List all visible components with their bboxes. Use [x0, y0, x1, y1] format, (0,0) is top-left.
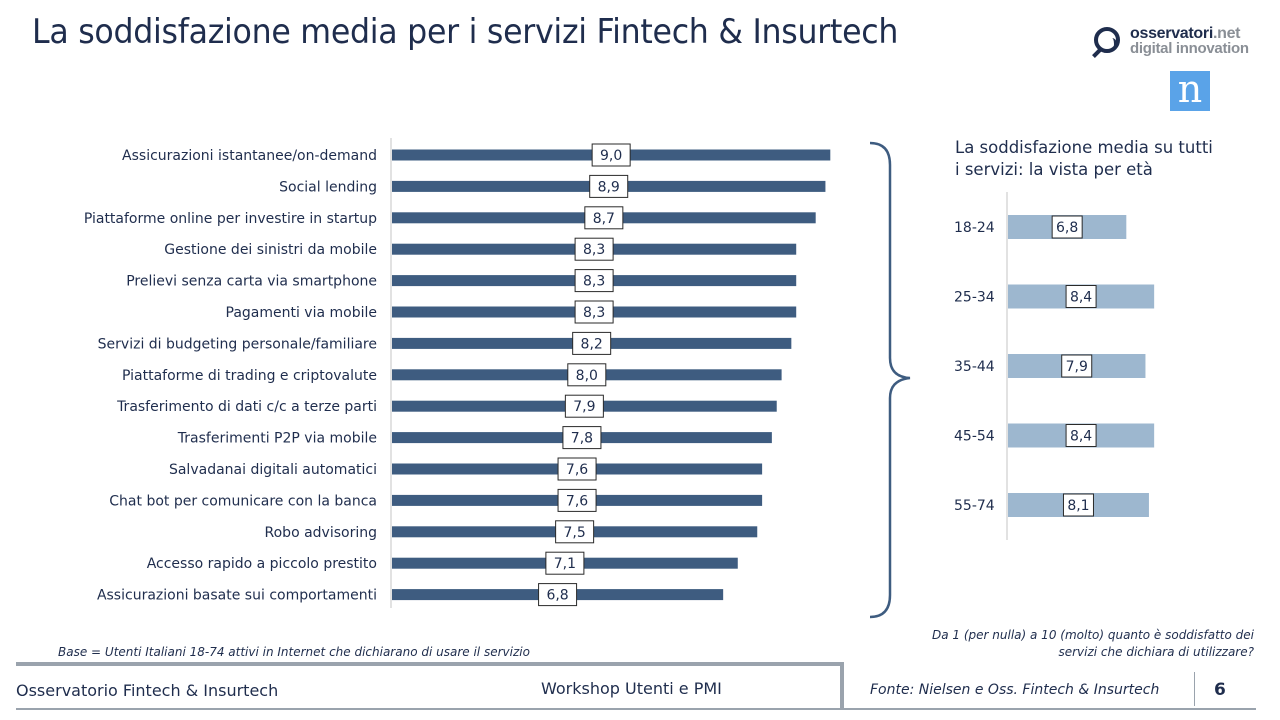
data-label: 8,3: [583, 274, 605, 290]
services-satisfaction-chart: Assicurazioni istantanee/on-demand 9,0 Soc…: [84, 138, 831, 608]
logo-text-main: osservatori: [1130, 25, 1213, 42]
data-label-box: [1065, 424, 1097, 447]
data-label-box: [567, 363, 607, 387]
data-label: 8,4: [1070, 290, 1092, 306]
base-note: Base = Utenti Italiani 18-74 attivi in I…: [58, 645, 530, 659]
data-label: 8,9: [598, 179, 620, 195]
data-label: 8,7: [593, 211, 615, 227]
data-label-box: [562, 426, 602, 450]
data-label-box: [584, 206, 624, 230]
data-label: 8,0: [576, 368, 598, 384]
data-label: 7,5: [563, 525, 585, 541]
footer-divider: [840, 662, 844, 710]
category-label: Chat bot per comunicare con la banca: [109, 493, 377, 509]
data-label-box: [555, 520, 595, 544]
logo-text-suffix: .net: [1212, 25, 1241, 42]
category-label: Trasferimenti P2P via mobile: [177, 431, 377, 447]
category-label: Servizi di budgeting personale/familiare: [98, 336, 377, 352]
data-label: 7,9: [573, 399, 595, 415]
data-label-box: [574, 269, 614, 293]
age-chart-title: La soddisfazione media su tutti i serviz…: [955, 138, 1213, 179]
page-title: La soddisfazione media per i servizi Fin…: [32, 12, 899, 52]
data-label-box: [1062, 493, 1094, 517]
category-label: Accesso rapido a piccolo prestito: [147, 556, 377, 572]
data-label-box: [572, 331, 612, 355]
footer-source: Fonte: Nielsen e Oss. Fintech & Insurtec…: [870, 682, 1160, 698]
age-group-label: 18-24: [954, 220, 995, 236]
data-label: 8,3: [583, 305, 605, 321]
data-label-box: [1065, 285, 1097, 308]
osservatori-logo: osservatori.net digital innovation: [1092, 24, 1262, 64]
data-label: 8,1: [1067, 498, 1089, 514]
category-label: Robo advisoring: [265, 525, 377, 541]
data-label: 9,0: [600, 148, 622, 164]
data-label: 7,9: [1066, 359, 1088, 375]
logo-tagline: digital innovation: [1130, 40, 1249, 57]
age-group-label: 35-44: [954, 359, 995, 375]
category-label: Prelievi senza carta via smartphone: [126, 274, 377, 290]
data-label: 6,8: [1056, 220, 1078, 236]
age-group-label: 55-74: [954, 498, 995, 514]
data-label: 8,4: [1070, 429, 1092, 445]
footer-divider: [16, 708, 1256, 710]
category-label: Pagamenti via mobile: [226, 305, 378, 321]
page-number: 6: [1214, 680, 1226, 700]
magnifier-icon: [1094, 27, 1120, 53]
data-label-box: [538, 583, 578, 607]
nielsen-logo: n: [1170, 70, 1210, 111]
data-label: 7,8: [571, 431, 593, 447]
data-label-box: [1061, 354, 1093, 378]
category-label: Salvadanai digitali automatici: [169, 462, 377, 478]
footer-event: Workshop Utenti e PMI: [541, 679, 722, 698]
data-label-box: [589, 174, 629, 198]
data-label: 8,3: [583, 242, 605, 258]
data-label: 7,6: [566, 462, 588, 478]
age-group-label: 45-54: [954, 429, 995, 445]
category-label: Piattaforme di trading e criptovalute: [122, 368, 377, 384]
category-label: Assicurazioni istantanee/on-demand: [122, 148, 377, 164]
data-label-box: [557, 457, 597, 481]
data-label-box: [591, 143, 631, 167]
data-label-box: [557, 488, 597, 512]
data-label-box: [545, 551, 585, 575]
age-satisfaction-chart: 18-24 6,8 25-34 8,4 35-44 7,9 45-54 8,4 55-74 8,1: [954, 192, 1155, 540]
data-label: 7,6: [566, 493, 588, 509]
category-label: Social lending: [279, 179, 377, 195]
category-label: Gestione dei sinistri da mobile: [164, 242, 377, 258]
age-group-label: 25-34: [954, 290, 995, 306]
data-label: 8,2: [581, 336, 603, 352]
data-label-box: [574, 237, 614, 261]
data-label-box: [574, 300, 614, 324]
data-label-box: [564, 394, 604, 418]
data-label: 6,8: [546, 588, 568, 604]
data-label: 7,1: [554, 556, 576, 572]
data-label-box: [1051, 215, 1083, 239]
footer-divider: [16, 662, 842, 666]
footer-divider: [1194, 672, 1195, 706]
curly-brace: [869, 141, 911, 619]
category-label: Trasferimento di dati c/c a terze parti: [116, 399, 377, 415]
category-label: Assicurazioni basate sui comportamenti: [97, 588, 377, 604]
survey-question: Da 1 (per nulla) a 10 (molto) quanto è s…: [932, 628, 1254, 659]
category-label: Piattaforme online per investire in star…: [84, 211, 377, 227]
footer-observatory: Osservatorio Fintech & Insurtech: [16, 681, 279, 700]
